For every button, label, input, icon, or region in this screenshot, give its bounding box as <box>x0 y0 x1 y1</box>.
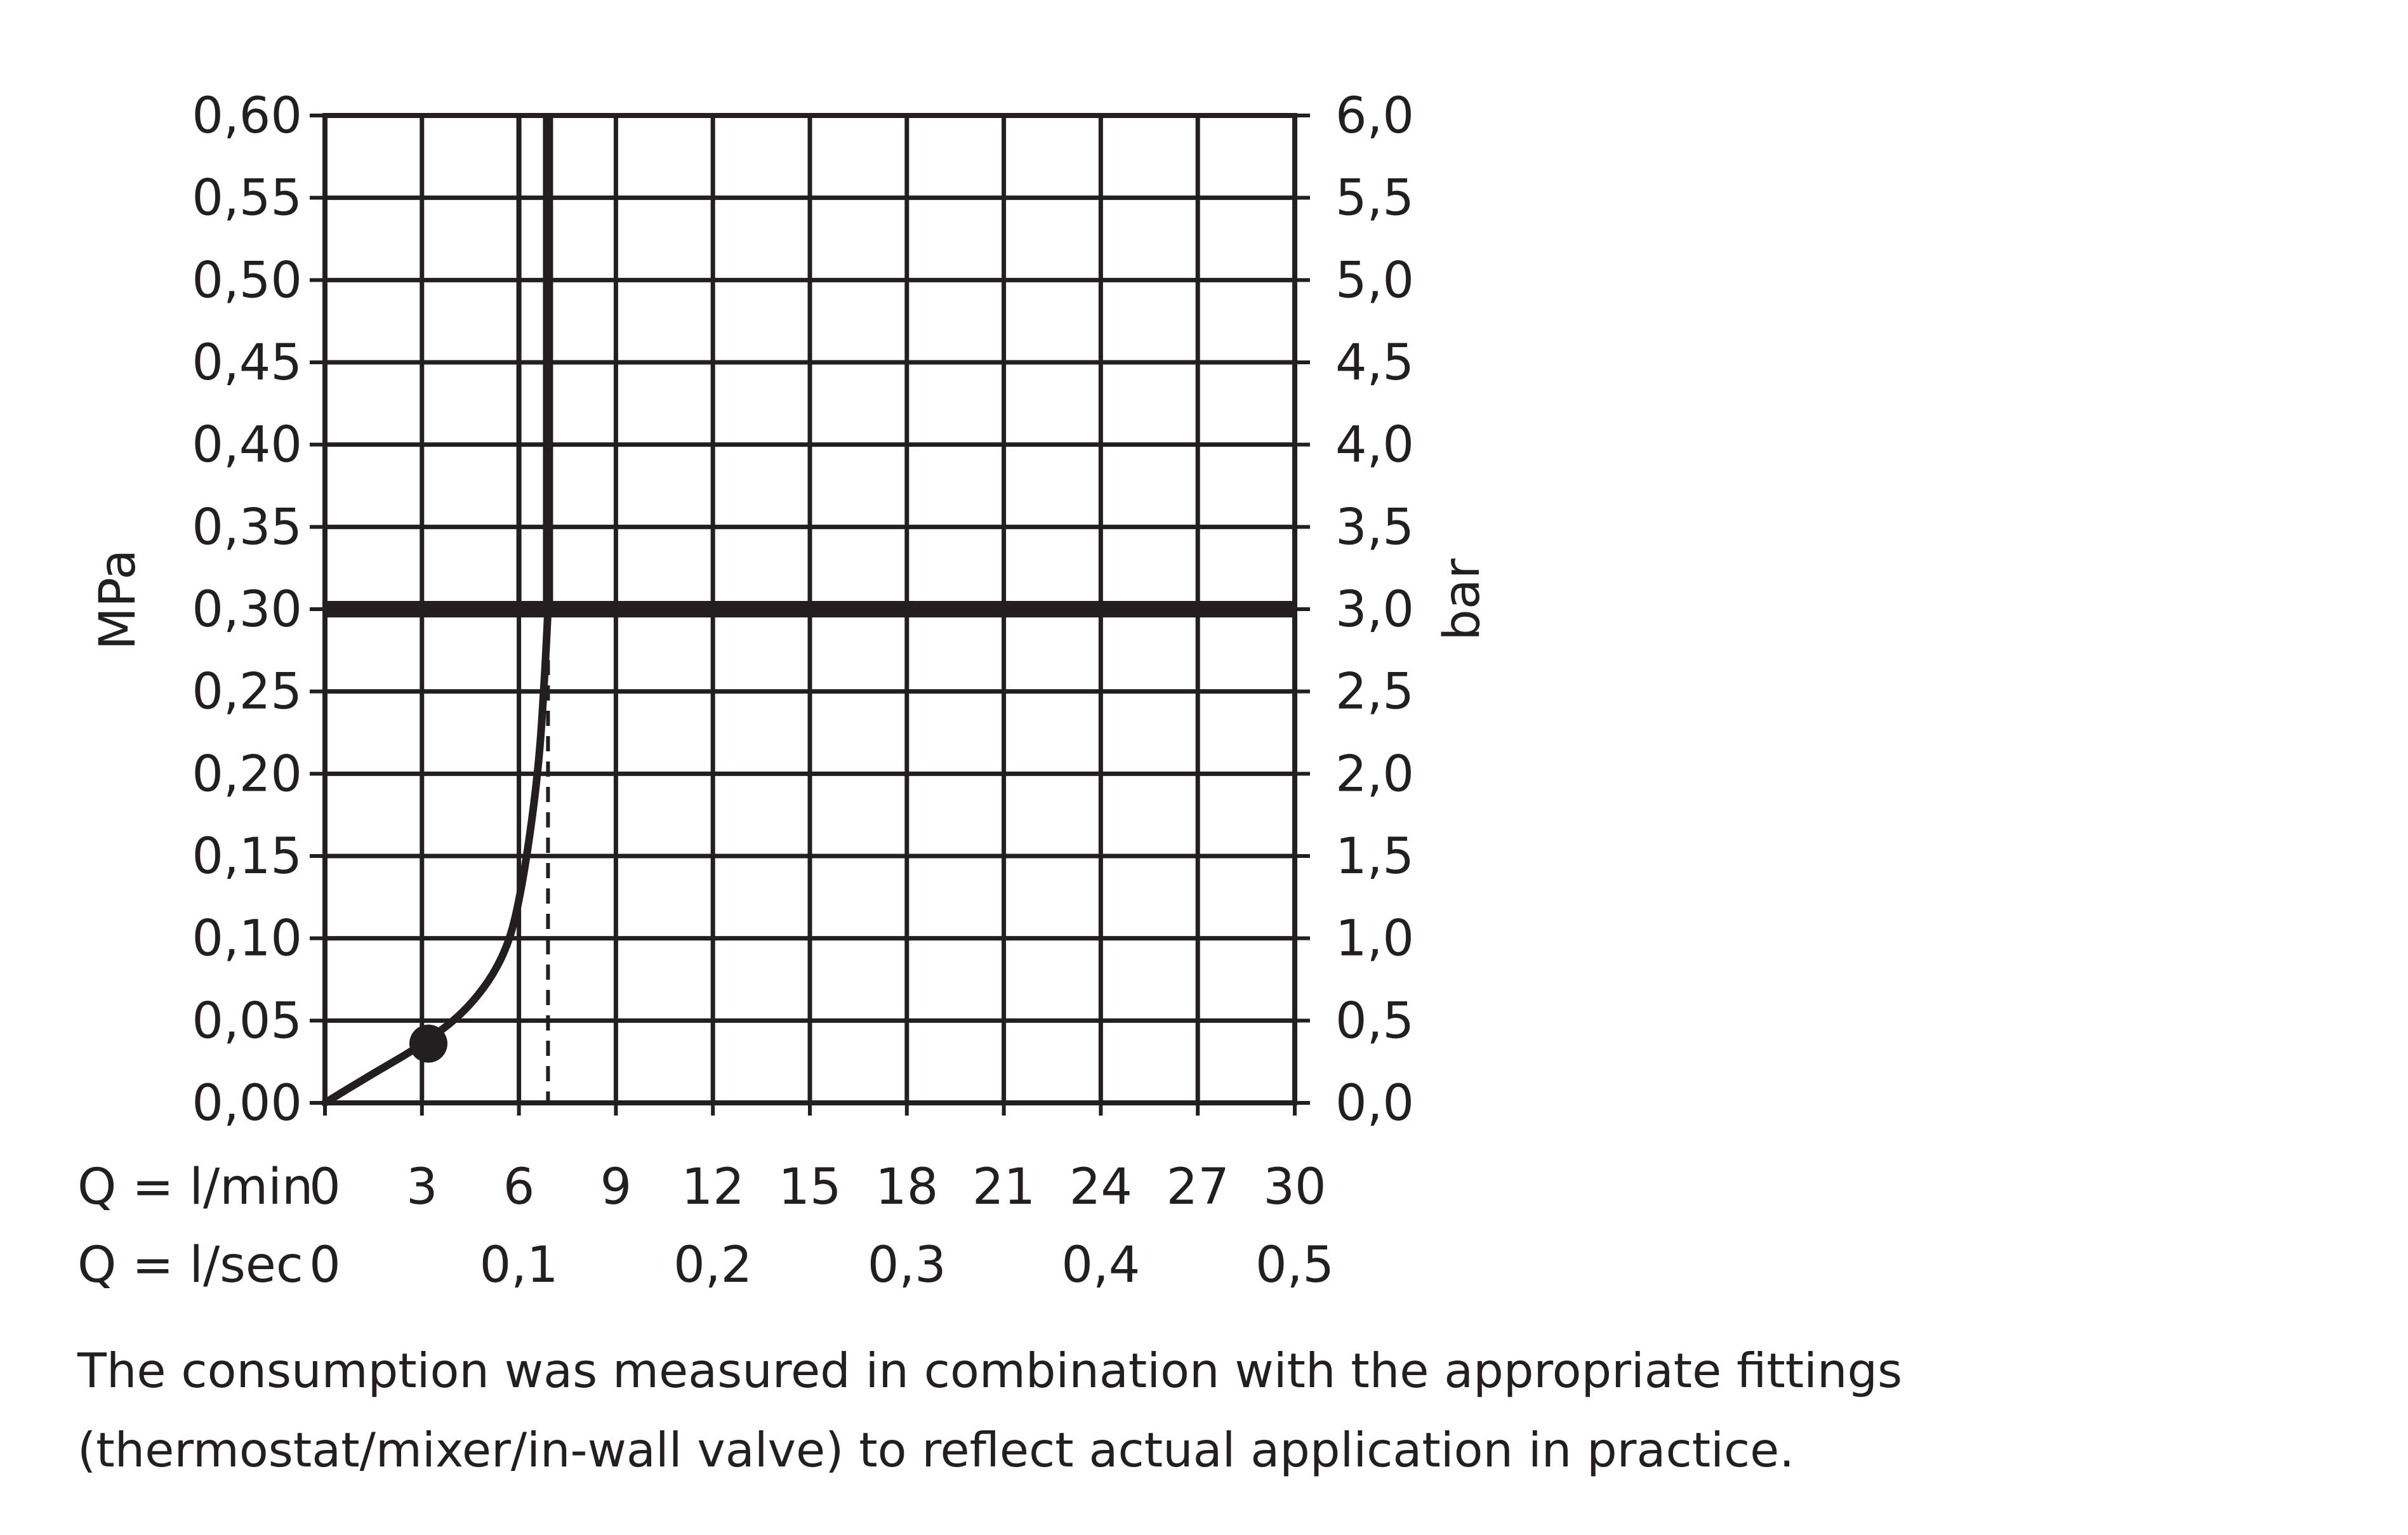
y-right-tick-label: 5,0 <box>1335 252 1414 309</box>
y-right-tick-label: 4,0 <box>1335 417 1414 474</box>
x-lmin-tick-label: 24 <box>1069 1159 1132 1216</box>
x-lmin-tick-label: 0 <box>309 1159 341 1216</box>
x-lmin-tick-label: 6 <box>503 1159 535 1216</box>
x-lsec-tick-label: 0 <box>309 1237 341 1294</box>
reference-lines <box>325 115 1295 1103</box>
y-left-tick-label: 0,15 <box>192 828 302 885</box>
caption-text: The consumption was measured in combinat… <box>77 1343 1903 1478</box>
tick-labels: 0,600,550,500,450,400,350,300,250,200,15… <box>192 88 1414 1294</box>
y-right-tick-label: 6,0 <box>1335 88 1414 145</box>
x-lmin-tick-label: 27 <box>1167 1159 1229 1216</box>
y-left-tick-label: 0,55 <box>192 170 302 227</box>
y-right-tick-label: 1,5 <box>1335 828 1414 885</box>
plot-frame <box>322 113 1297 1105</box>
x-lmin-tick-label: 9 <box>600 1159 632 1216</box>
y-right-axis-label: bar <box>1434 558 1491 640</box>
x-axis-row1-label: Q = l/min <box>77 1159 313 1216</box>
y-left-tick-label: 0,00 <box>192 1075 302 1132</box>
y-left-tick-label: 0,20 <box>192 746 302 803</box>
y-left-tick-label: 0,40 <box>192 417 302 474</box>
flow-curve <box>321 605 552 1107</box>
y-right-tick-label: 4,5 <box>1335 334 1414 392</box>
x-lmin-tick-label: 12 <box>682 1159 744 1216</box>
y-left-tick-label: 0,25 <box>192 664 302 721</box>
x-lmin-tick-label: 18 <box>875 1159 938 1216</box>
x-lmin-tick-label: 15 <box>778 1159 841 1216</box>
operating-point-marker <box>409 1024 447 1063</box>
y-right-tick-label: 2,0 <box>1335 746 1414 803</box>
y-right-tick-label: 3,5 <box>1335 499 1414 556</box>
x-lmin-tick-label: 30 <box>1263 1159 1326 1216</box>
y-left-tick-label: 0,30 <box>192 581 302 638</box>
x-lsec-tick-label: 0,2 <box>673 1237 752 1294</box>
y-right-tick-label: 1,0 <box>1335 911 1414 968</box>
y-right-tick-label: 0,0 <box>1335 1075 1414 1132</box>
x-lmin-tick-label: 21 <box>972 1159 1035 1216</box>
x-axis-row2-label: Q = l/sec <box>77 1237 303 1294</box>
series-layer <box>321 605 552 1107</box>
y-left-tick-label: 0,35 <box>192 499 302 556</box>
y-left-tick-label: 0,45 <box>192 334 302 392</box>
y-left-tick-label: 0,60 <box>192 88 302 145</box>
x-lmin-tick-label: 3 <box>406 1159 438 1216</box>
x-lsec-tick-label: 0,3 <box>868 1237 946 1294</box>
y-left-axis-label: MPa <box>89 550 147 650</box>
y-right-tick-label: 5,5 <box>1335 170 1414 227</box>
y-right-tick-label: 3,0 <box>1335 581 1414 638</box>
x-lsec-tick-label: 0,1 <box>480 1237 559 1294</box>
axes <box>310 113 1310 1116</box>
y-right-tick-label: 2,5 <box>1335 664 1414 721</box>
y-right-tick-label: 0,5 <box>1335 992 1414 1050</box>
x-lsec-tick-label: 0,4 <box>1061 1237 1140 1294</box>
y-left-tick-label: 0,10 <box>192 911 302 968</box>
y-left-tick-label: 0,05 <box>192 992 302 1050</box>
x-lsec-tick-label: 0,5 <box>1255 1237 1334 1294</box>
y-left-tick-label: 0,50 <box>192 252 302 309</box>
flow-pressure-chart: 0,600,550,500,450,400,350,300,250,200,15… <box>77 88 1491 1294</box>
